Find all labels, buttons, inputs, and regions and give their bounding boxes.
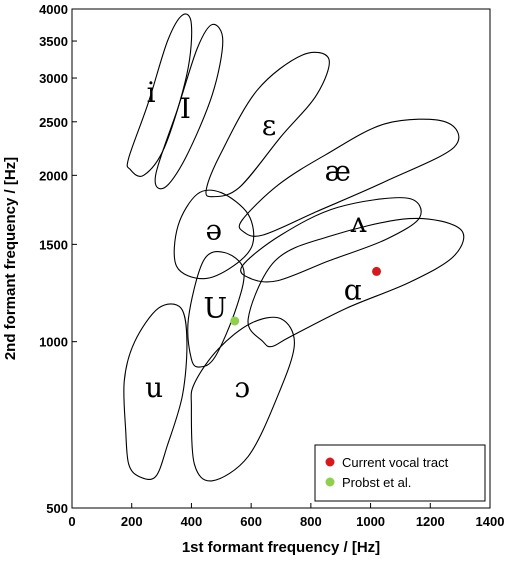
vowel-region-8 [123,303,188,480]
vowel-labels: i Iε æ ə ʌ Uɑ u ɔ [145,76,367,404]
legend-box [314,444,486,502]
plot-frame [71,8,491,509]
vowel-region-7 [247,217,465,348]
legend-label-probst: Probst et al. [342,475,411,490]
data-point-probst-et-al [230,316,240,326]
x-tick-label: 0 [68,514,75,529]
vowel-region-0 [126,13,193,177]
x-tick-label: 800 [300,514,322,529]
y-tick-label: 1000 [39,335,68,350]
vowel-label-1: I [180,92,191,125]
legend-label-current-vocal-tract: Current vocal tract [342,455,449,470]
vowel-label-4: ə [206,213,223,246]
vowel-label-7: ɑ [344,273,362,306]
y-tick-label: 2500 [39,115,68,130]
x-axis-title: 1st formant frequency / [Hz] [182,539,380,556]
vowel-region-9 [190,316,295,482]
vowel-label-3: æ [325,154,351,187]
vowel-region-1 [154,23,224,190]
vowel-label-6: U [204,292,228,325]
y-axis-title: 2nd formant frequency / [Hz] [2,157,19,360]
x-tick-label: 1000 [356,514,385,529]
legend: Current vocal tract Probst et al. [314,444,486,502]
y-tick-label: 500 [46,501,68,516]
y-axis-ticks: 500 1000 1500 2000 2500 3000 3500 4000 [39,2,77,516]
vowel-region-5 [240,197,422,283]
x-tick-label: 200 [121,514,143,529]
vowel-label-5: ʌ [350,206,367,239]
vowel-label-9: ɔ [234,371,250,404]
x-tick-label: 1200 [416,514,445,529]
y-tick-label: 2000 [39,168,68,183]
vowel-region-4 [173,189,255,280]
vowel-label-8: u [145,371,163,404]
vowel-label-2: ε [262,109,277,142]
x-axis-ticks: 0 200 400 600 800 1000 1200 1400 [68,503,504,529]
x-tick-label: 1400 [476,514,505,529]
vowel-label-0: i [147,76,156,109]
y-tick-label: 3000 [39,71,68,86]
legend-marker-probst [325,477,335,487]
vowel-regions [123,13,465,482]
x-tick-label: 400 [181,514,203,529]
y-tick-label: 4000 [39,2,68,17]
x-tick-label: 600 [240,514,262,529]
y-tick-label: 1500 [39,237,68,252]
y-tick-label: 3500 [39,34,68,49]
data-points [230,266,382,326]
legend-marker-current-vocal-tract [325,457,335,467]
vowel-region-3 [238,118,460,237]
data-point-current-vocal-tract [372,266,382,276]
vowel-region-2 [205,51,330,198]
